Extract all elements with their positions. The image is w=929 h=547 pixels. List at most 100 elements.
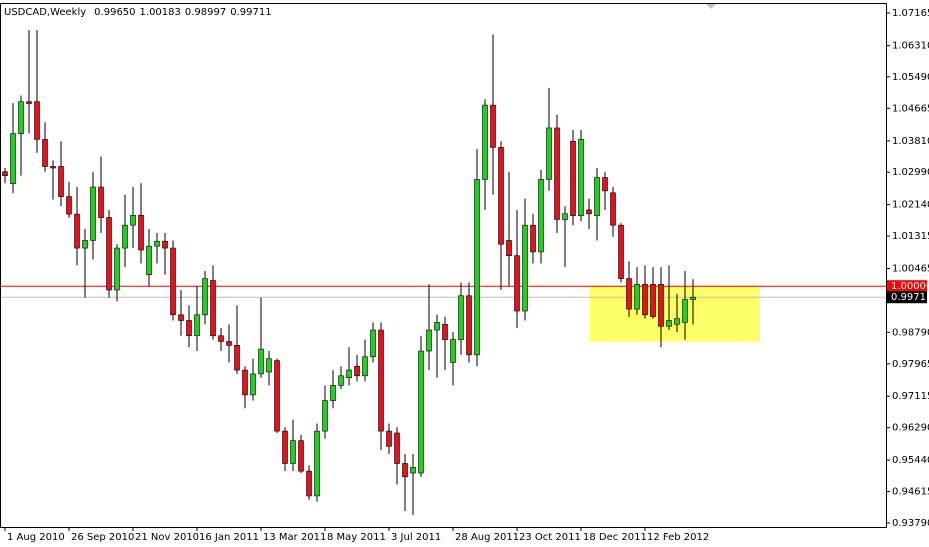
candle-body: [458, 295, 464, 340]
candle-body: [298, 440, 304, 472]
plot-border: [0, 3, 887, 528]
x-tick-label: 1 Aug 2010: [7, 532, 65, 543]
candle-body: [538, 179, 544, 253]
candle-body: [418, 350, 424, 474]
candle-body: [594, 177, 600, 216]
candle-body: [482, 104, 488, 180]
header-value: 0.99711: [230, 7, 271, 18]
candle-body: [274, 360, 280, 432]
candle-body: [586, 209, 592, 215]
header: USDCAD,Weekly 0.99650 1.00183 0.98997 0.997…: [4, 7, 272, 18]
candle-body: [338, 375, 344, 386]
candle-body: [506, 240, 512, 256]
chart-title: USDCAD,Weekly: [4, 7, 86, 18]
shift-marker: [706, 4, 716, 9]
candle-body: [218, 335, 224, 342]
x-tick-label: 23 Oct 2011: [519, 532, 581, 543]
candle-body: [106, 217, 112, 291]
candle-body: [74, 213, 80, 249]
candle-body: [18, 101, 24, 134]
candle-body: [522, 224, 528, 312]
price-label: 1.00000: [891, 281, 929, 292]
candle-body: [394, 432, 400, 464]
candle-body: [346, 369, 352, 379]
candle-body: [498, 147, 504, 245]
candle-body: [362, 356, 368, 377]
x-tick-label: 8 May 2011: [327, 532, 386, 543]
price-label-box: [887, 280, 927, 293]
x-tick-label: 26 Sep 2010: [71, 532, 134, 543]
candle-body: [306, 470, 312, 497]
candle-body: [98, 186, 104, 218]
candle-body: [2, 171, 8, 176]
y-tick-label: 1.06310: [892, 41, 929, 52]
y-tick-label: 1.00465: [892, 263, 929, 274]
candle-body: [426, 329, 432, 352]
candle-body: [354, 365, 360, 377]
candle-body: [26, 101, 32, 104]
y-tick-label: 0.94615: [892, 487, 929, 498]
candle-body: [434, 322, 440, 331]
candle-body: [66, 196, 72, 215]
candle-body: [226, 341, 232, 346]
y-tick-label: 1.02140: [892, 200, 929, 211]
x-tick-label: 21 Nov 2010: [135, 532, 199, 543]
y-tick-label: 0.93790: [892, 518, 929, 529]
candle-body: [258, 348, 264, 375]
candle-body: [322, 400, 328, 432]
candle-body: [634, 283, 640, 310]
y-tick-label: 1.03810: [892, 136, 929, 147]
candle-body: [170, 247, 176, 316]
candle-body: [290, 440, 296, 464]
candle-body: [194, 314, 200, 337]
candle-body: [610, 192, 616, 226]
candle-body: [210, 280, 216, 337]
candle-body: [138, 214, 144, 251]
candle-body: [666, 320, 672, 327]
candle-body: [370, 329, 376, 358]
candle-body: [674, 318, 680, 325]
candle-body: [658, 283, 664, 327]
x-tick-label: 13 Mar 2011: [263, 532, 326, 543]
candle-body: [242, 369, 248, 396]
price-label-box: [887, 291, 927, 304]
y-tick-label: 1.01315: [892, 231, 929, 242]
candle-body: [266, 358, 272, 373]
candle-body: [186, 320, 192, 337]
candle-body: [442, 324, 448, 340]
y-tick-label: 0.97965: [892, 359, 929, 370]
candle-body: [282, 430, 288, 464]
x-tick-label: 16 Jan 2011: [199, 532, 259, 543]
header-value: 1.00183: [140, 7, 181, 18]
candle-body: [570, 141, 576, 216]
candle-body: [562, 213, 568, 220]
candle-body: [202, 278, 208, 316]
candle-body: [250, 373, 256, 396]
candle-body: [146, 245, 152, 276]
candle-body: [690, 296, 696, 300]
y-tick-label: 1.05490: [892, 72, 929, 83]
candle-body: [642, 283, 648, 316]
x-tick-label: 28 Aug 2011: [455, 532, 519, 543]
candle-body: [618, 224, 624, 279]
candle-body: [114, 247, 120, 291]
candle-body: [90, 186, 96, 241]
candle-body: [466, 295, 472, 356]
x-tick-label: 12 Feb 2012: [647, 532, 709, 543]
y-tick-label: 1.07165: [892, 8, 929, 19]
candle-body: [130, 214, 136, 226]
candle-body: [650, 283, 656, 318]
candle-body: [50, 166, 56, 169]
candle-body: [10, 133, 16, 184]
candle-body: [330, 385, 336, 401]
candle-body: [554, 127, 560, 220]
candle-body: [450, 339, 456, 363]
candle-body: [82, 240, 88, 249]
candle-body: [122, 224, 128, 249]
candle-body: [42, 139, 48, 167]
candle-body: [386, 430, 392, 447]
